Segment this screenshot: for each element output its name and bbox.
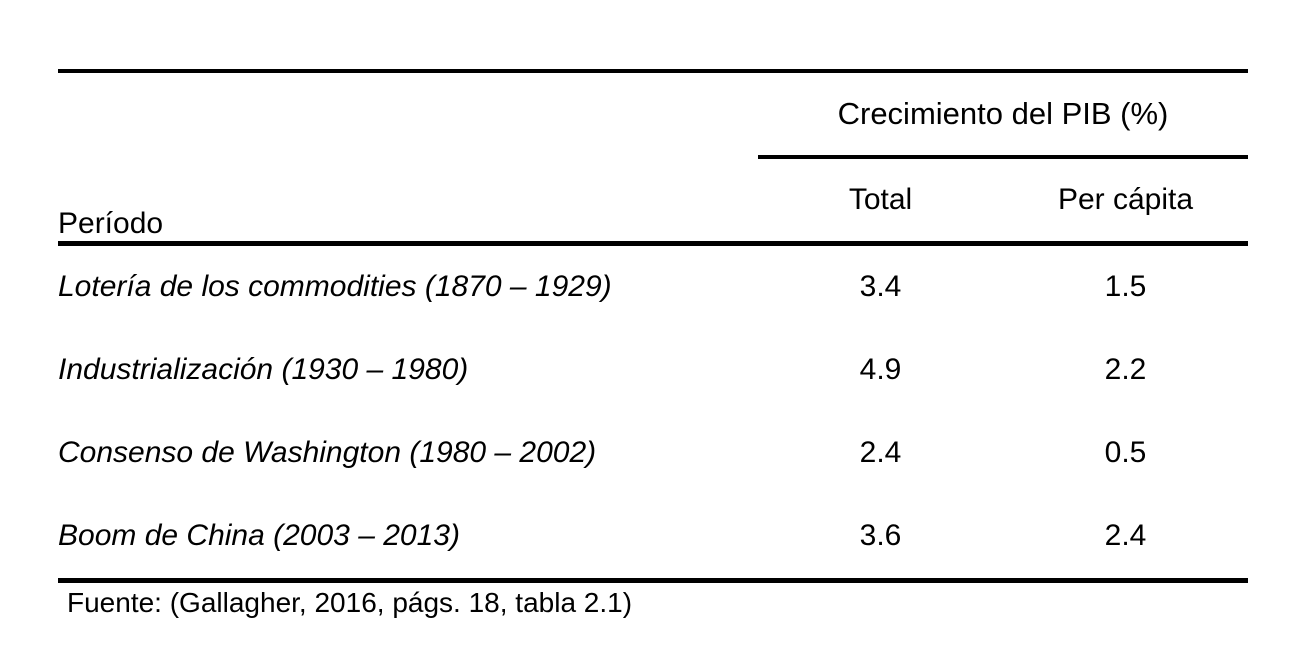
table-row: Lotería de los commodities (1870 – 1929)…	[58, 244, 1248, 330]
total-value-cell: 3.6	[859, 519, 902, 553]
period-cell: Boom de China (2003 – 2013)	[58, 519, 460, 553]
period-cell: Industrialización (1930 – 1980)	[58, 353, 469, 387]
period-column-header: Período	[58, 71, 758, 246]
source-citation: Fuente: (Gallagher, 2016, págs. 18, tabl…	[67, 587, 633, 618]
header-row-group: Período Crecimiento del PIB (%)	[58, 71, 1248, 246]
per-capita-column-header: Per cápita	[1003, 157, 1248, 246]
total-value-cell: 3.4	[859, 270, 902, 304]
per-capita-value-cell: 0.5	[1104, 436, 1147, 470]
table-body: Lotería de los commodities (1870 – 1929)…	[58, 244, 1248, 581]
total-column-header: Total	[758, 157, 1003, 246]
header-row-columns: Total Per cápita	[58, 157, 1248, 246]
per-capita-value-cell: 2.4	[1104, 519, 1147, 553]
table-header: Período Crecimiento del PIB (%) Total Pe…	[58, 71, 1248, 246]
period-cell: Lotería de los commodities (1870 – 1929)	[58, 270, 612, 304]
table-row: Industrialización (1930 – 1980) 4.9 2.2	[58, 329, 1248, 412]
table-row: Boom de China (2003 – 2013) 3.6 2.4	[58, 495, 1248, 581]
gdp-growth-group-header: Crecimiento del PIB (%)	[758, 71, 1248, 159]
period-cell: Consenso de Washington (1980 – 2002)	[58, 436, 597, 470]
total-value-cell: 2.4	[859, 436, 902, 470]
per-capita-value-cell: 1.5	[1104, 270, 1147, 304]
total-value-cell: 4.9	[859, 353, 902, 387]
table-row: Consenso de Washington (1980 – 2002) 2.4…	[58, 412, 1248, 495]
gdp-growth-table: Período Crecimiento del PIB (%) Total Pe…	[58, 69, 1248, 583]
per-capita-value-cell: 2.2	[1104, 353, 1147, 387]
